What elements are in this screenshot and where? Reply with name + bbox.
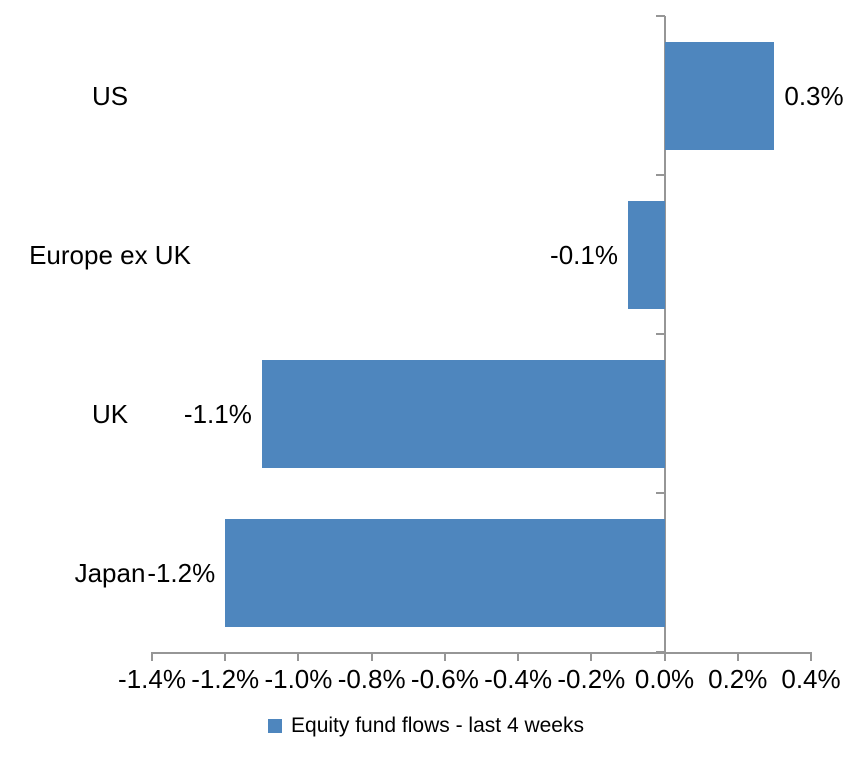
category-boundary-tick [655, 174, 665, 176]
value-label-us: 0.3% [784, 80, 844, 111]
zero-baseline-axis [663, 16, 666, 661]
bar-uk [261, 359, 665, 468]
x-axis-tick-label: -1.4% [118, 664, 186, 694]
bar-us [664, 41, 775, 150]
x-axis-tick [224, 652, 227, 661]
category-label-uk: UK [91, 398, 129, 429]
bar-japan [225, 518, 665, 627]
x-axis-tick-label: 0.0% [634, 664, 695, 694]
bar-europe-ex-uk [627, 200, 665, 309]
category-label-europe-ex-uk: Europe ex UK [29, 239, 191, 270]
category-label-us: US [91, 80, 129, 111]
x-axis-tick-label: -0.2% [557, 664, 626, 694]
x-axis-tick [297, 652, 300, 661]
x-axis-tick [590, 652, 593, 661]
value-label-japan: -1.2% [147, 557, 216, 588]
x-axis-tick-label: 0.2% [708, 664, 768, 694]
x-axis-tick [663, 652, 666, 661]
x-axis-tick [370, 652, 373, 661]
x-axis-tick-label: -1.2% [191, 664, 260, 694]
x-axis-line [152, 652, 811, 654]
category-boundary-tick [655, 492, 665, 494]
x-axis-tick [736, 652, 739, 661]
category-boundary-tick [655, 333, 665, 335]
category-boundary-tick [655, 15, 665, 17]
legend: Equity fund flows - last 4 weeks [0, 714, 852, 738]
value-label-uk: -1.1% [183, 398, 252, 429]
x-axis-tick [517, 652, 520, 661]
x-axis-tick-label: -0.6% [410, 664, 479, 694]
category-boundary-tick [655, 651, 665, 653]
legend-label: Equity fund flows - last 4 weeks [291, 714, 584, 737]
value-label-europe-ex-uk: -0.1% [550, 239, 618, 270]
x-axis-tick-label: -0.4% [484, 664, 553, 694]
x-axis-tick-label: -1.0% [264, 664, 333, 694]
x-axis-tick-label: 0.4% [781, 664, 841, 694]
legend-swatch [268, 719, 283, 733]
x-axis-tick [443, 652, 446, 661]
x-axis-tick [151, 652, 153, 661]
x-axis-tick-label: -0.8% [337, 664, 406, 694]
x-axis-tick [810, 652, 812, 661]
category-label-japan: Japan [74, 557, 146, 588]
